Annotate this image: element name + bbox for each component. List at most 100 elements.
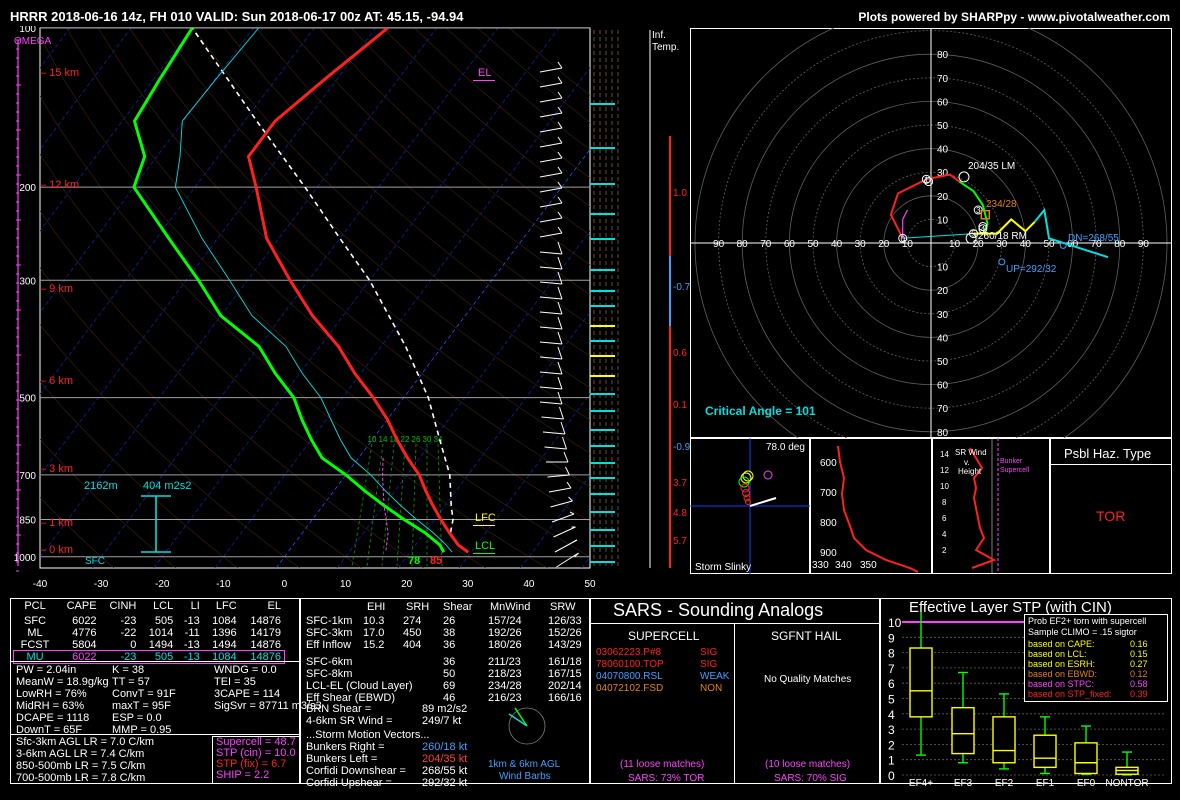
slinky-label: Storm Slinky <box>695 562 752 573</box>
kin-row-label: SFC-3km <box>306 627 353 639</box>
table-row: FCST 5804 0 1494 -13 1494 14876 <box>20 639 281 651</box>
pressure-tick: 200 <box>19 183 36 194</box>
stp-legend-label: based on CAPE: <box>1028 639 1095 649</box>
rm-label: 260/18 RM <box>978 231 1027 242</box>
mixing-ratio-line <box>396 443 406 567</box>
stp-legend-value: 0.15 <box>1130 649 1148 659</box>
kin-cell: 216/23 <box>488 692 522 704</box>
wind-barb <box>539 232 563 238</box>
stp-y-tick: 5 <box>888 693 895 707</box>
sars-panel <box>590 598 880 784</box>
kin-cell: 143/29 <box>548 639 582 651</box>
lm-label: 204/35 LM <box>968 161 1016 172</box>
sars-vdivider <box>734 623 735 783</box>
wind-barb <box>539 311 563 315</box>
wind-barb-flag <box>557 211 563 219</box>
col-cape: CAPE <box>66 600 97 612</box>
kin-row-label: SFC-8km <box>306 668 353 680</box>
lapse-divider <box>10 734 300 735</box>
sars-super-pct: SARS: 73% TOR <box>628 773 705 784</box>
wind-barb <box>539 82 563 88</box>
wind-barb-flag <box>557 226 563 234</box>
col-cinh: CINH <box>109 600 137 612</box>
lapse-rates: Sfc-3km AGL LR = 7.0 C/km 3-6km AGL LR = … <box>16 736 155 784</box>
kin-cell: 166/16 <box>548 692 582 704</box>
wind-barb-flag <box>557 301 563 315</box>
temp-tick: -20 <box>155 579 170 590</box>
hodo-x-label: 30 <box>996 239 1008 250</box>
dewpoint-line <box>132 28 446 553</box>
wind-barb-flag <box>557 286 563 300</box>
hodo-height-number: 1 <box>924 175 929 184</box>
hodo-critical-line <box>902 233 974 239</box>
wind-barb <box>539 281 563 285</box>
advection-value: 3.7 <box>673 478 687 489</box>
wind-barb <box>539 67 563 73</box>
sars-loose-hail: (10 loose matches) <box>765 759 851 770</box>
height-label: – 15 km <box>40 67 79 79</box>
col-lfc: LFC <box>215 600 237 612</box>
wind-barb <box>548 487 572 493</box>
stp-legend-title: Prob EF2+ torn with supercell <box>1028 616 1147 626</box>
kin-cell: 157/24 <box>488 615 522 627</box>
kin-cell: 38 <box>443 627 456 639</box>
lcl-label: LCL <box>475 540 496 552</box>
wind-barb-flag <box>557 271 563 285</box>
mixing-ratio-label: 26 <box>412 435 421 444</box>
kin-cell: 15.2 <box>363 639 385 651</box>
indices-col1: PW = 2.04in MeanW = 18.9g/kg LowRH = 76% Mi… <box>16 664 109 736</box>
mixing-ratio-label: 22 <box>401 435 410 444</box>
sr-wind-title-2: v. <box>964 458 970 467</box>
hodo-x-label: 10 <box>902 239 914 250</box>
wind-barb <box>539 296 563 300</box>
hodo-ring-label: 20 <box>937 192 949 203</box>
stp-y-tick: 9 <box>888 631 895 645</box>
rm-marker <box>965 232 977 244</box>
sr-y-10: 10 <box>940 482 949 491</box>
theta-y-600: 600 <box>820 458 837 469</box>
kin-cell: 17.0 <box>363 627 385 639</box>
theta-x-350: 350 <box>860 560 877 571</box>
wind-barb-flag <box>565 466 570 476</box>
stp-legend-box <box>1024 614 1168 702</box>
kin-extra-vals: 89 m2/s2 249/7 kt 260/18 kt 204/35 kt 26… <box>422 703 468 789</box>
advection-value: 1.0 <box>673 188 687 199</box>
wind-barb-flag <box>557 316 563 330</box>
pressure-tick: 700 <box>19 471 36 482</box>
wind-barb-flag <box>566 481 572 489</box>
thermo-panel <box>10 598 300 784</box>
stp-x-label: EF3 <box>954 778 973 788</box>
wind-barb-flag <box>557 166 563 174</box>
hodo-x-label: 90 <box>1138 239 1150 250</box>
sr-wind-sub-1: Bunker <box>1000 458 1023 465</box>
mixing-ratio-line <box>366 443 384 567</box>
stp-legend-value: 0.16 <box>1130 639 1148 649</box>
kinematics-panel <box>300 598 590 784</box>
lfc-line <box>473 525 495 526</box>
indices-col3: WNDG = 0.0 TEI = 35 3CAPE = 114 SigSvr = 87… <box>214 664 322 712</box>
hazard-value: TOR <box>1096 508 1126 524</box>
parcel-table: PCL CAPE CINH LCL LI LFC EL SFC 6022 -23 50… <box>13 600 285 664</box>
hodo-ring-label: 30 <box>937 168 949 179</box>
wind-barb-flag <box>563 451 569 463</box>
hodo-ring-label: 40 <box>937 145 949 156</box>
kin-cell: 126/33 <box>548 615 582 627</box>
wind-barb <box>550 500 573 508</box>
layer-depth: 2162m <box>84 480 118 492</box>
wind-barb <box>547 474 570 478</box>
wind-barb-flag <box>560 421 566 435</box>
temp-tick: 10 <box>340 579 352 590</box>
hodo-x-label: 90 <box>713 239 725 250</box>
height-label: – 12 km <box>40 179 79 191</box>
hodo-height-marker <box>898 233 908 243</box>
mean-wind-marker <box>980 209 991 220</box>
col-lcl: LCL <box>153 600 174 612</box>
sars-hail-title: SGFNT HAIL <box>771 629 842 643</box>
theta-profile <box>810 438 932 574</box>
sr-y-6: 6 <box>942 514 947 523</box>
height-label: – 0 km <box>40 544 73 556</box>
hodo-trace-red <box>889 173 960 239</box>
mixing-ratio-label: 14 <box>379 435 388 444</box>
kin-headers: EHI SRH Shear MnWind SRW <box>367 601 576 613</box>
stp-legend-value: 0.58 <box>1130 679 1148 689</box>
